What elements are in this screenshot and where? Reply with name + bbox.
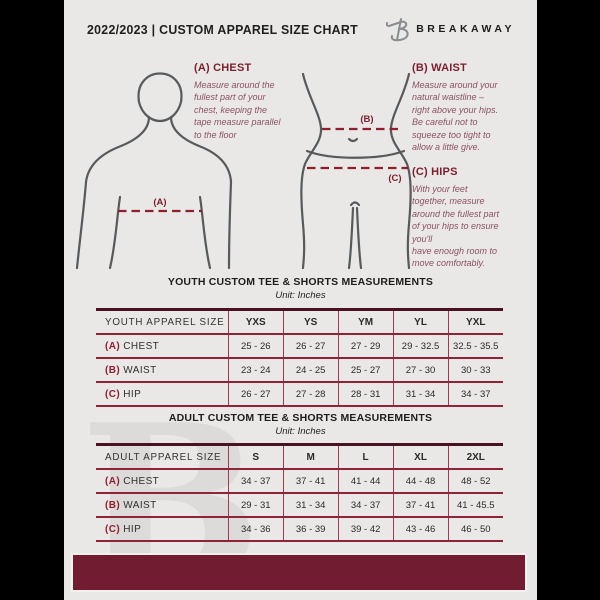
size-cell: 23 - 24 (227, 358, 284, 382)
row-label: CHEST (123, 475, 160, 487)
row-header: (B) WAIST (96, 358, 228, 382)
footer-bar (71, 553, 527, 592)
row-label: WAIST (123, 499, 157, 511)
size-cell: 31 - 34 (282, 493, 339, 517)
size-cell: 36 - 39 (282, 517, 339, 541)
row-prefix: (B) (105, 499, 121, 511)
waist-instruction-text: Measure around your natural waistline – … (412, 80, 499, 153)
hips-instruction-text: With your feet together, measure around … (412, 184, 500, 269)
table-row-chest: (A) CHEST 34 - 37 37 - 41 41 - 44 44 - 4… (96, 469, 503, 493)
size-cell: 46 - 50 (447, 517, 503, 541)
size-cell: 39 - 42 (337, 517, 394, 541)
size-cell: 34 - 37 (447, 382, 503, 406)
adult-table-header-row: ADULT APPAREL SIZE S M L XL 2XL (96, 444, 503, 469)
size-cell: 27 - 28 (282, 382, 339, 406)
column-header: YM (337, 309, 394, 334)
row-label: HIP (123, 388, 142, 400)
size-cell: 41 - 45.5 (447, 493, 503, 517)
hips-instruction-heading: (C) HIPS (412, 166, 458, 178)
size-cell: 48 - 52 (447, 469, 503, 493)
row-prefix: (B) (105, 364, 121, 376)
size-chart-page: 2022/2023 | CUSTOM APPAREL SIZE CHART BR… (64, 0, 537, 600)
adult-table-title: ADULT CUSTOM TEE & SHORTS MEASUREMENTS (168, 412, 433, 424)
size-cell: 24 - 25 (282, 358, 339, 382)
youth-size-table: YOUTH APPAREL SIZE YXS YS YM YL YXL (A) … (96, 308, 503, 407)
table-row-waist: (B) WAIST 29 - 31 31 - 34 34 - 37 37 - 4… (96, 493, 503, 517)
column-header: 2XL (447, 444, 503, 469)
brand-block: BREAKAWAY (386, 15, 515, 43)
chest-line-label: (A) (153, 197, 166, 208)
size-cell: 26 - 27 (227, 382, 284, 406)
table-row-chest: (A) CHEST 25 - 26 26 - 27 27 - 29 29 - 3… (96, 334, 503, 358)
size-cell: 30 - 33 (447, 358, 503, 382)
column-header: L (337, 444, 394, 469)
column-header: YS (282, 309, 339, 334)
adult-table-unit: Unit: Inches (275, 426, 326, 437)
size-cell: 31 - 34 (392, 382, 449, 406)
waist-line-label: (B) (360, 114, 373, 125)
row-prefix: (C) (105, 388, 121, 400)
row-header: (C) HIP (96, 382, 228, 406)
table-row-waist: (B) WAIST 23 - 24 24 - 25 25 - 27 27 - 3… (96, 358, 503, 382)
size-cell: 29 - 32.5 (392, 334, 449, 358)
row-header: (C) HIP (96, 517, 228, 541)
row-header: (A) CHEST (96, 334, 228, 358)
waist-instruction: (B) WAIST Measure around your natural wa… (412, 62, 536, 153)
row-label: CHEST (123, 340, 160, 352)
column-header: S (227, 444, 284, 469)
waistband-curve (305, 149, 406, 159)
size-cell: 34 - 37 (337, 493, 394, 517)
table-row-hip: (C) HIP 34 - 36 36 - 39 39 - 42 43 - 46 … (96, 517, 503, 541)
size-cell: 28 - 31 (337, 382, 394, 406)
adult-size-table: ADULT APPAREL SIZE S M L XL 2XL (A) CHES… (96, 443, 503, 542)
navel-mark (347, 137, 359, 143)
column-header: ADULT APPAREL SIZE (105, 451, 222, 463)
hips-instruction: (C) HIPS With your feet together, measur… (412, 166, 537, 270)
chest-instruction-heading: (A) CHEST (194, 62, 252, 74)
chest-instruction-text: Measure around the fullest part of your … (194, 80, 281, 140)
head-outline (137, 72, 183, 123)
size-cell: 25 - 27 (337, 358, 394, 382)
size-cell: 25 - 26 (227, 334, 284, 358)
column-header: XL (392, 444, 449, 469)
breakaway-logo-icon (386, 18, 409, 42)
page-title: 2022/2023 | CUSTOM APPAREL SIZE CHART (87, 21, 358, 37)
row-header: (A) CHEST (96, 469, 228, 493)
column-header: YXS (227, 309, 284, 334)
waist-instruction-heading: (B) WAIST (412, 62, 467, 74)
size-cell: 44 - 48 (392, 469, 449, 493)
chest-instruction: (A) CHEST Measure around the fullest par… (194, 62, 320, 141)
size-cell: 34 - 37 (227, 469, 284, 493)
size-cell: 37 - 41 (282, 469, 339, 493)
size-cell: 37 - 41 (392, 493, 449, 517)
column-header: M (282, 444, 339, 469)
row-prefix: (C) (105, 523, 121, 535)
page-header: 2022/2023 | CUSTOM APPAREL SIZE CHART BR… (87, 15, 515, 43)
brand-name: BREAKAWAY (416, 23, 515, 35)
youth-table-header-row: YOUTH APPAREL SIZE YXS YS YM YL YXL (96, 309, 503, 334)
size-cell: 27 - 29 (337, 334, 394, 358)
size-cell: 27 - 30 (392, 358, 449, 382)
size-cell: 29 - 31 (227, 493, 284, 517)
size-cell: 41 - 44 (337, 469, 394, 493)
row-prefix: (A) (105, 340, 121, 352)
lower-body-figure: (B) (C) (300, 72, 412, 270)
size-cell: 43 - 46 (392, 517, 449, 541)
column-header: YL (392, 309, 449, 334)
row-label: WAIST (123, 364, 157, 376)
table-row-hip: (C) HIP 26 - 27 27 - 28 28 - 31 31 - 34 … (96, 382, 503, 406)
youth-table-title: YOUTH CUSTOM TEE & SHORTS MEASUREMENTS (167, 276, 434, 288)
size-cell: 32.5 - 35.5 (447, 334, 503, 358)
row-prefix: (A) (105, 475, 121, 487)
row-header: (B) WAIST (96, 493, 228, 517)
size-cell: 26 - 27 (282, 334, 339, 358)
row-label: HIP (123, 523, 142, 535)
column-header: YXL (447, 309, 503, 334)
size-cell: 34 - 36 (227, 517, 284, 541)
torso-figure: (A) (75, 72, 233, 270)
youth-table-unit: Unit: Inches (275, 290, 326, 301)
hip-line-label: (C) (388, 173, 401, 184)
column-header: YOUTH APPAREL SIZE (105, 316, 225, 328)
